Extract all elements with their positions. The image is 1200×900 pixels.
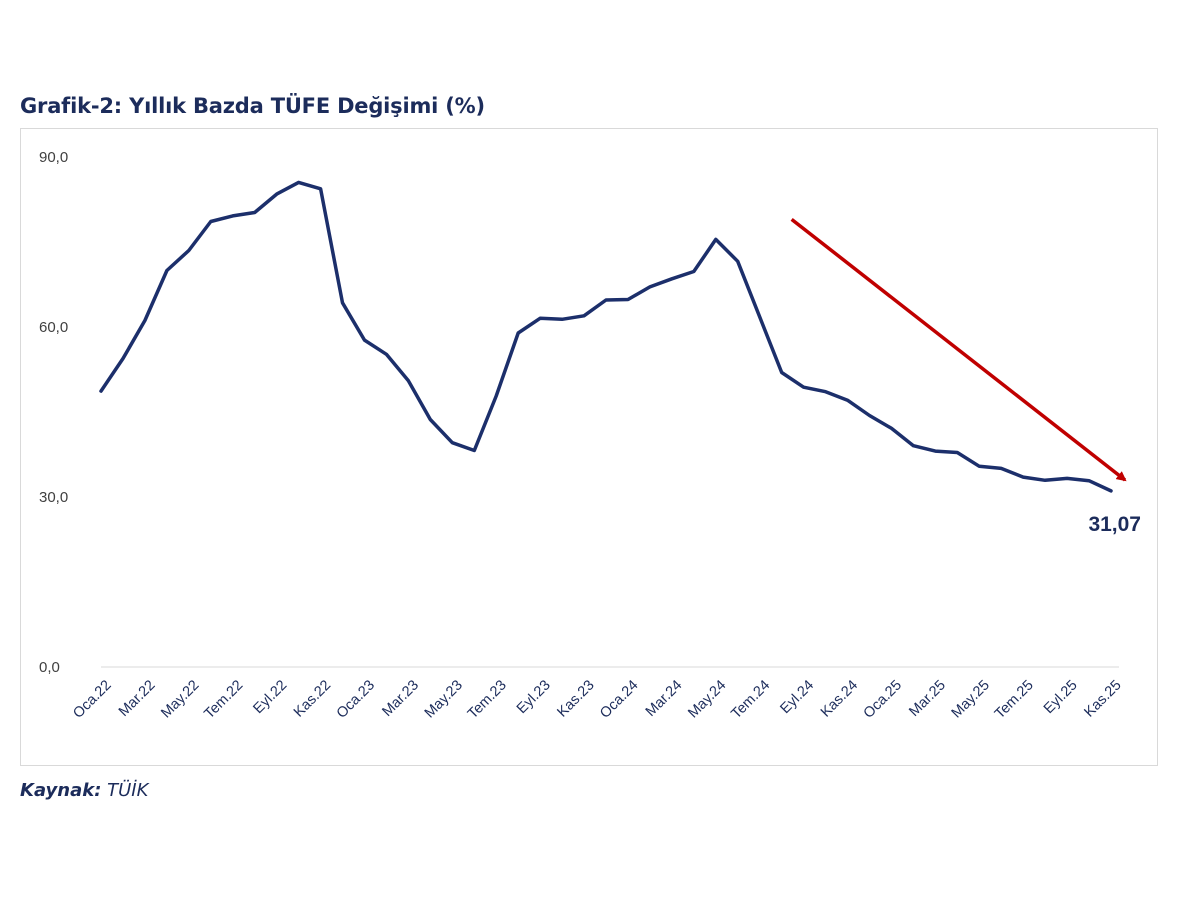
x-tick-label: Mar.25 (906, 677, 949, 720)
x-tick-label: Oca.24 (597, 677, 641, 721)
y-tick-label: 0,0 (39, 659, 60, 676)
series-layer: 31,07 (99, 180, 1141, 536)
x-tick-label: Oca.22 (70, 677, 114, 721)
source-note: Kaynak: TÜİK (20, 780, 148, 801)
x-tick-label: Kas.24 (818, 677, 861, 720)
chart-frame: 90,0 60,0 30,0 0,0 Oca.22 Mar.22 May.22 Tem.22… (20, 128, 1158, 766)
y-tick-label: 60,0 (39, 319, 68, 336)
x-tick-label: Mar.24 (643, 677, 686, 720)
x-tick-label: May.22 (158, 677, 202, 721)
x-tick-label: Oca.25 (861, 677, 905, 721)
series-line (99, 180, 1113, 493)
x-tick-label: May.25 (949, 677, 993, 721)
x-tick-label: May.23 (422, 677, 466, 721)
x-tick-label: Oca.23 (334, 677, 378, 721)
chart-plot: 90,0 60,0 30,0 0,0 Oca.22 Mar.22 May.22Tem.22… (39, 149, 1141, 722)
x-tick-label: Kas.23 (554, 677, 597, 720)
x-tick-label: Kas.25 (1081, 677, 1124, 720)
last-value-label: 31,07 (1088, 513, 1141, 536)
x-tick-label: Tem.25 (992, 677, 1037, 722)
x-tick-label: Tem.24 (728, 677, 773, 722)
source-label: Kaynak: (20, 780, 102, 801)
x-tick-label: Mar.22 (116, 677, 159, 720)
x-tick-label: Mar.23 (379, 677, 422, 720)
x-tick-label: Eyl.22 (250, 677, 290, 717)
trend-arrow (790, 217, 1127, 482)
y-tick-label: 30,0 (39, 489, 68, 506)
x-tick-label: May.24 (685, 677, 729, 721)
source-value: TÜİK (107, 780, 149, 801)
y-tick-label: 90,0 (39, 149, 68, 166)
x-tick-label: Eyl.23 (514, 677, 554, 717)
x-tick-label: Kas.22 (291, 677, 334, 720)
annotation-layer (790, 217, 1127, 482)
x-tick-label: Tem.23 (465, 677, 510, 722)
x-tick-label: Tem.22 (201, 677, 246, 722)
y-axis-labels: 90,0 60,0 30,0 0,0 (39, 149, 68, 676)
x-tick-label: Eyl.24 (777, 677, 817, 717)
chart-title: Grafik-2: Yıllık Bazda TÜFE Değişimi (%) (20, 94, 485, 118)
x-tick-label: Eyl.25 (1041, 677, 1081, 717)
